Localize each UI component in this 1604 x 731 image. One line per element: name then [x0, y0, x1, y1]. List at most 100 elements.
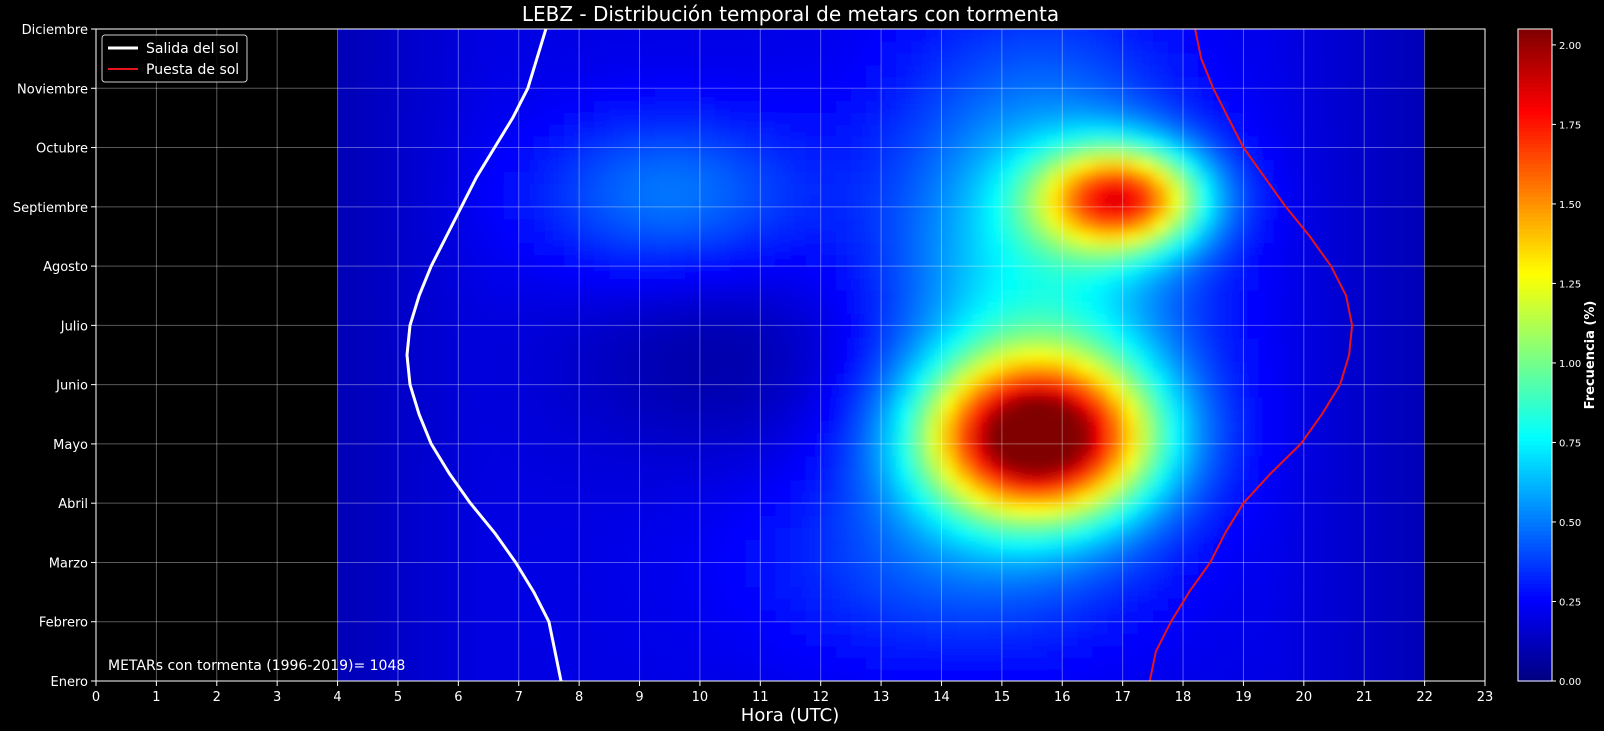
heatmap-cell [1137, 88, 1154, 101]
heatmap-cell [594, 88, 611, 101]
heatmap-cell [458, 29, 475, 42]
heatmap-cell [715, 693, 731, 706]
heatmap-cell [684, 562, 701, 576]
heatmap-cell [1303, 349, 1320, 362]
heatmap-cell [1364, 360, 1381, 374]
colorbar-step [1518, 652, 1552, 658]
heatmap-cell [760, 52, 777, 66]
heatmap-cell [594, 550, 611, 564]
heatmap-cell [805, 135, 822, 149]
heatmap-cell [609, 420, 626, 433]
heatmap-cell [337, 147, 354, 161]
heatmap-cell [1062, 598, 1079, 611]
heatmap-cell [367, 538, 384, 552]
heatmap-cell [1092, 147, 1109, 161]
heatmap-cell [805, 111, 822, 125]
heatmap-cell [413, 111, 429, 125]
heatmap-cell [1334, 52, 1350, 66]
heatmap-cell [896, 277, 913, 291]
heatmap-cell [1016, 230, 1033, 244]
heatmap-cell [790, 550, 807, 564]
heatmap-cell [337, 432, 354, 445]
heatmap-cell [699, 242, 716, 256]
heatmap-cell [594, 657, 611, 670]
heatmap-cell [715, 633, 731, 647]
heatmap-cell [1364, 609, 1381, 623]
heatmap-cell [548, 384, 565, 398]
heatmap-cell [715, 111, 731, 125]
heatmap-cell [1258, 467, 1275, 481]
heatmap-cell [850, 491, 867, 504]
heatmap-cell [865, 64, 882, 78]
heatmap-cell [1062, 621, 1079, 635]
heatmap-cell [458, 64, 475, 78]
heatmap-cell [518, 277, 535, 291]
heatmap-cell [337, 609, 354, 623]
heatmap-cell [1273, 135, 1290, 149]
heatmap-cell [1288, 337, 1305, 350]
heatmap-cell [1183, 277, 1199, 291]
heatmap-cell [1379, 503, 1396, 516]
heatmap-cell [1152, 384, 1169, 398]
heatmap-cell [564, 206, 580, 220]
heatmap-cell [1062, 29, 1079, 42]
heatmap-cell [1288, 633, 1305, 647]
heatmap-cell [1137, 562, 1154, 576]
heatmap-cell [1077, 372, 1094, 386]
heatmap-cell [564, 562, 580, 576]
heatmap-cell [1016, 503, 1033, 516]
heatmap-cell [397, 515, 414, 528]
heatmap-cell [1243, 657, 1260, 670]
heatmap-cell [1017, 693, 1033, 706]
heatmap-cell [518, 384, 535, 398]
heatmap-cell [1137, 633, 1154, 647]
heatmap-cell [518, 645, 535, 659]
heatmap-cell [1379, 609, 1396, 623]
heatmap-cell [1001, 76, 1018, 90]
heatmap-cell [1213, 491, 1230, 504]
heatmap-cell [609, 669, 626, 681]
heatmap-cell [473, 657, 490, 670]
heatmap-cell [564, 372, 580, 386]
heatmap-cell [1137, 408, 1154, 421]
heatmap-cell [1092, 313, 1109, 327]
heatmap-cell [896, 337, 913, 350]
heatmap-cell [1243, 562, 1260, 576]
heatmap-cell [865, 586, 882, 599]
heatmap-cell [397, 467, 414, 481]
heatmap-cell [1152, 313, 1169, 327]
heatmap-cell [564, 420, 580, 433]
heatmap-cell [1183, 384, 1199, 398]
heatmap-cell [1394, 29, 1411, 42]
heatmap-cell [760, 64, 777, 78]
heatmap-cell [1349, 230, 1366, 244]
heatmap-cell [715, 657, 731, 670]
heatmap-cell [1032, 64, 1048, 78]
heatmap-cell [1032, 562, 1048, 576]
heatmap-cell [1288, 645, 1305, 659]
heatmap-cell [820, 598, 837, 611]
heatmap-cell [1062, 455, 1079, 469]
colorbar-step [1518, 391, 1552, 397]
heatmap-cell [594, 538, 611, 552]
heatmap-cell [1047, 598, 1064, 611]
heatmap-cells [337, 29, 1425, 706]
heatmap-cell [896, 135, 913, 149]
colorbar-tick-label: 2.00 [1559, 41, 1581, 52]
heatmap-cell [926, 183, 943, 196]
heatmap-cell [971, 609, 988, 623]
heatmap-cell [941, 479, 958, 493]
heatmap-cell [1107, 64, 1124, 78]
heatmap-cell [624, 526, 641, 540]
heatmap-cell [579, 325, 596, 339]
heatmap-cell [609, 538, 626, 552]
heatmap-cell [473, 598, 490, 611]
x-axis: 0 1 2 3 4 5 6 7 8 9 10 11 12 13 14 15 16 17 18 19 20 21 22 23 [92, 681, 1493, 705]
heatmap-cell [579, 526, 596, 540]
colorbar-step [1518, 90, 1552, 96]
heatmap-cell [1077, 76, 1094, 90]
heatmap-cell [1379, 337, 1396, 350]
heatmap-cell [1349, 194, 1366, 208]
heatmap-cell [926, 171, 943, 184]
heatmap-cell [865, 408, 882, 421]
